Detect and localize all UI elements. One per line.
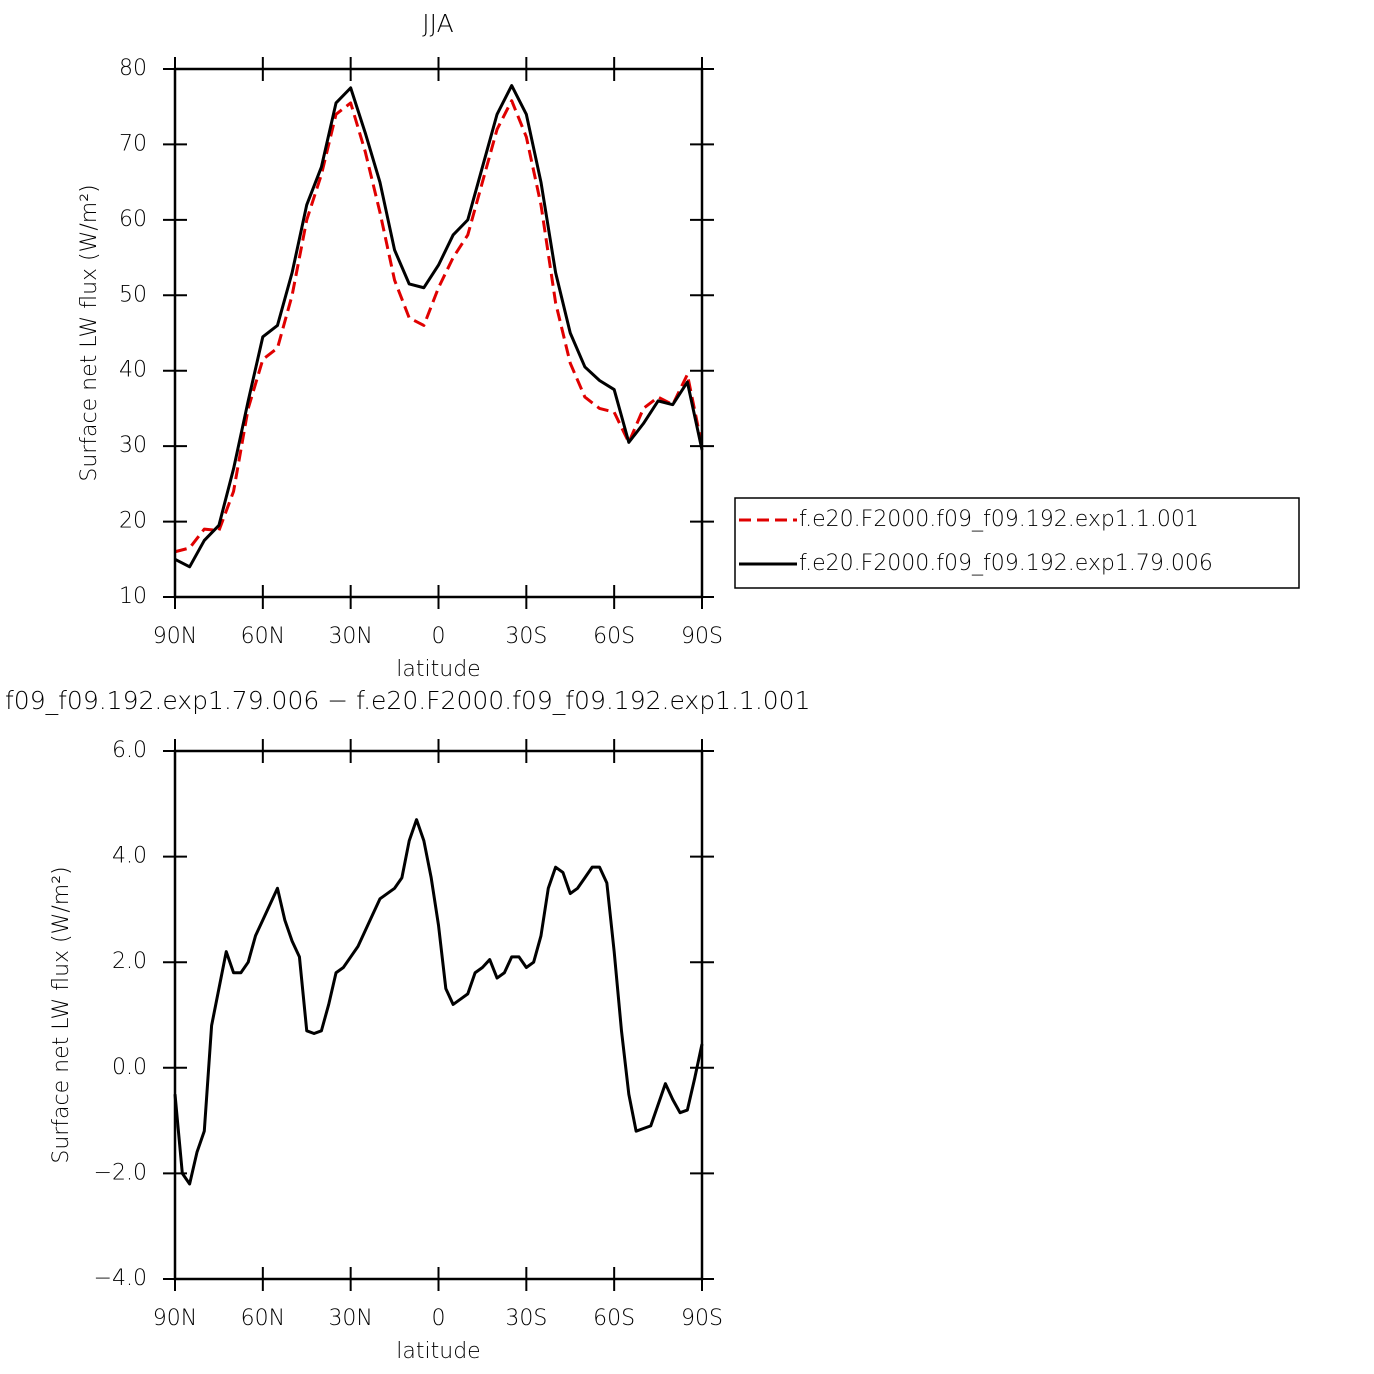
legend-label: f.e20.F2000.f09_f09.192.exp1.1.001 bbox=[799, 507, 1199, 532]
data-line bbox=[174, 84, 704, 569]
y-tick-label: 60 bbox=[119, 207, 147, 232]
y-tick-label: 2.0 bbox=[112, 949, 147, 974]
y-tick-label: 6.0 bbox=[112, 738, 147, 763]
plot-frame bbox=[173, 749, 704, 1281]
x-axis-label: latitude bbox=[396, 657, 480, 682]
data-line bbox=[174, 99, 704, 554]
y-tick-label: 10 bbox=[119, 584, 147, 609]
x-tick-label: 90S bbox=[681, 624, 723, 649]
y-tick-label: 80 bbox=[119, 56, 147, 81]
x-tick-label: 90N bbox=[153, 1306, 197, 1331]
x-tick-label: 60S bbox=[593, 624, 635, 649]
y-tick-label: 70 bbox=[119, 131, 147, 156]
y-tick-label: 30 bbox=[119, 433, 147, 458]
x-tick-label: 60N bbox=[241, 624, 285, 649]
y-tick-label: 0.0 bbox=[112, 1055, 147, 1080]
x-tick-label: 30S bbox=[505, 624, 547, 649]
legend-label: f.e20.F2000.f09_f09.192.exp1.79.006 bbox=[799, 551, 1213, 576]
y-axis-label: Surface net LW flux (W/m²) bbox=[49, 866, 74, 1163]
x-tick-label: 90S bbox=[681, 1306, 723, 1331]
x-tick-label: 30N bbox=[328, 624, 372, 649]
x-tick-label: 90N bbox=[153, 624, 197, 649]
y-tick-label: 50 bbox=[119, 282, 147, 307]
chart-title: f09_f09.192.exp1.79.006 − f.e20.F2000.f0… bbox=[5, 686, 811, 715]
y-tick-label: 20 bbox=[119, 509, 147, 534]
y-tick-label: 4.0 bbox=[112, 844, 147, 869]
x-tick-label: 30S bbox=[505, 1306, 547, 1331]
x-tick-label: 0 bbox=[432, 624, 446, 649]
chart-title: JJA bbox=[422, 9, 453, 38]
x-axis-label: latitude bbox=[396, 1339, 480, 1364]
x-tick-label: 60N bbox=[241, 1306, 285, 1331]
x-tick-label: 30N bbox=[328, 1306, 372, 1331]
x-tick-label: 60S bbox=[593, 1306, 635, 1331]
legend-box bbox=[734, 497, 1300, 589]
y-axis-label: Surface net LW flux (W/m²) bbox=[77, 184, 102, 481]
y-tick-label: 40 bbox=[119, 358, 147, 383]
y-tick-label: −2.0 bbox=[94, 1160, 147, 1185]
x-tick-label: 0 bbox=[432, 1306, 446, 1331]
y-tick-label: −4.0 bbox=[94, 1266, 147, 1291]
plot-frame bbox=[173, 67, 704, 599]
data-line bbox=[173, 818, 704, 1186]
